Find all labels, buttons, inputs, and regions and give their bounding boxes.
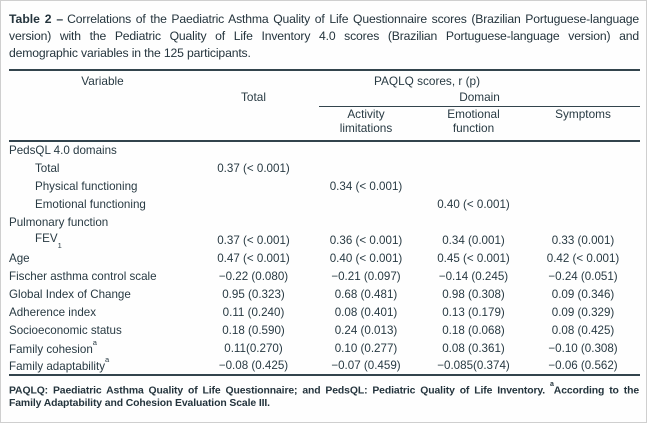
table-footnote: PAQLQ: Paediatric Asthma Quality of Life… (9, 376, 639, 410)
correlations-table: Variable PAQLQ scores, r (p) Total Domai… (9, 69, 641, 376)
row-label-adherence-index: Adherence index (9, 305, 97, 319)
table-row: Pulmonary function (9, 213, 640, 231)
col-header-activity-limitations: Activity limitations (339, 107, 393, 135)
table-row: FEV1 0.37 (< 0.001) 0.36 (< 0.001) 0.34 … (9, 231, 640, 249)
table-row: Total 0.37 (< 0.001) (9, 159, 640, 177)
row-label-socioeconomic-status: Socioeconomic status (9, 323, 122, 337)
table-row: Socioeconomic status 0.18 (0.590) 0.24 (… (9, 321, 640, 339)
table-row: Family adaptabilitya −0.08 (0.425) −0.07… (9, 355, 640, 375)
row-label-fev1: FEV1 (35, 232, 62, 250)
row-label-physical-functioning: Physical functioning (35, 179, 138, 193)
footnote-marker: a (550, 381, 554, 388)
row-label-family-cohesion: Family cohesiona (9, 337, 97, 356)
row-label-family-adaptability: Family adaptabilitya (9, 355, 110, 373)
table-row: Adherence index 0.11 (0.240) 0.08 (0.401… (9, 303, 640, 321)
col-header-paqlq-span: PAQLQ scores, r (p) (374, 74, 481, 88)
footnote-abbreviations: PAQLQ: Paediatric Asthma Quality of Life… (9, 385, 550, 397)
col-header-variable: Variable (81, 74, 124, 88)
table-row: Emotional functioning 0.40 (< 0.001) (9, 195, 640, 213)
row-label-pedsql-domains: PedsQL 4.0 domains (9, 144, 117, 157)
row-label-age: Age (9, 251, 30, 265)
row-label-emotional-functioning: Emotional functioning (35, 197, 146, 211)
col-header-domain-span: Domain (311, 90, 641, 108)
table-body: PedsQL 4.0 domains Total 0.37 (< 0.001) … (9, 141, 641, 375)
row-label-total: Total (35, 161, 60, 175)
footnote-marker: a (92, 337, 97, 347)
row-label-fischer-scale: Fischer asthma control scale (9, 269, 157, 283)
table-row: Fischer asthma control scale −0.22 (0.08… (9, 267, 640, 285)
col-header-total: Total (241, 90, 266, 104)
fev-subscript: 1 (57, 240, 62, 250)
row-label-global-index-of-change: Global Index of Change (9, 287, 131, 301)
table-caption-text: Correlations of the Paediatric Asthma Qu… (9, 12, 639, 60)
table-row: PedsQL 4.0 domains (9, 141, 640, 159)
table-caption: Table 2 – Correlations of the Paediatric … (9, 11, 639, 62)
col-header-emotional-function: Emotional function (447, 107, 500, 135)
table-row: Family cohesiona 0.11(0.270) 0.10 (0.277… (9, 337, 618, 356)
table-caption-label: Table 2 – (9, 12, 64, 26)
footnote-marker: a (105, 355, 110, 365)
table-row: Global Index of Change 0.95 (0.323) 0.68… (9, 285, 640, 303)
table-row: Age 0.47 (< 0.001) 0.40 (< 0.001) 0.45 (… (9, 249, 640, 267)
table-row: Physical functioning 0.34 (< 0.001) (9, 177, 640, 195)
footnote-scale-note: According to the Family Adaptability and… (9, 385, 639, 410)
table-header: Variable PAQLQ scores, r (p) Total Domai… (9, 70, 641, 141)
col-header-symptoms: Symptoms (555, 107, 611, 121)
row-label-pulmonary-function: Pulmonary function (9, 215, 109, 229)
